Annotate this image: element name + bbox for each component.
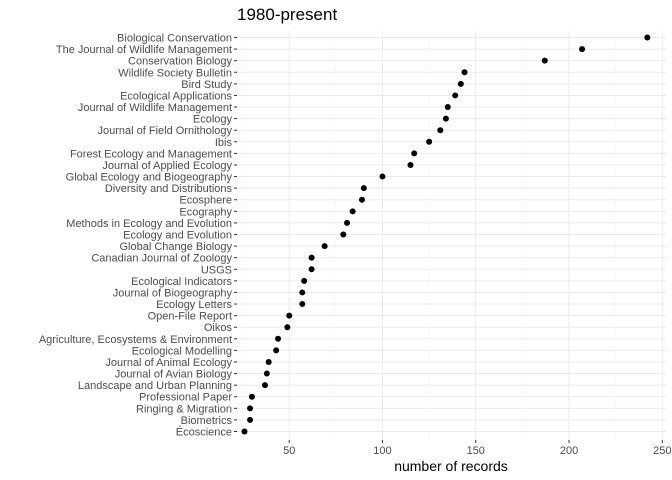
category-label: USGS: [201, 264, 232, 276]
data-point: [379, 173, 386, 180]
category-label: Biometrics: [181, 415, 233, 427]
category-label: Conservation Biology: [128, 56, 232, 68]
data-point: [452, 92, 459, 99]
data-point: [273, 347, 280, 354]
data-point: [437, 127, 444, 134]
category-label: Ecology and Evolution: [123, 230, 232, 242]
category-label: Journal of Animal Ecology: [105, 357, 232, 369]
category-label: Global Ecology and Biogeography: [66, 172, 233, 184]
x-tick-label: 200: [560, 445, 578, 457]
category-label: Ecography: [179, 206, 232, 218]
data-point: [644, 34, 651, 41]
category-label: Journal of Wildlife Management: [78, 102, 232, 114]
data-point: [241, 428, 248, 435]
data-point: [248, 393, 255, 400]
category-label: Ecosphere: [179, 195, 232, 207]
category-label: Ecology: [193, 114, 233, 126]
category-label: Landscape and Urban Planning: [78, 380, 232, 392]
data-point: [299, 289, 306, 296]
category-label: Ringing & Migration: [136, 403, 232, 415]
data-point: [261, 382, 268, 389]
category-label: Journal of Field Ornithology: [97, 125, 232, 137]
x-axis-title: number of records: [394, 458, 508, 474]
data-point: [284, 324, 291, 331]
data-point: [461, 69, 468, 76]
category-label: Journal of Biogeography: [113, 287, 233, 299]
x-tick-label: 250: [653, 445, 671, 457]
data-point: [442, 115, 449, 122]
category-label: Biological Conservation: [117, 33, 232, 45]
data-point: [301, 277, 308, 284]
data-point: [265, 358, 272, 365]
data-point: [247, 405, 254, 412]
x-axis: 50 100 150 200 250: [283, 440, 671, 457]
category-label: Ibis: [215, 137, 233, 149]
data-point: [247, 416, 254, 423]
data-point: [407, 161, 414, 168]
data-point: [411, 150, 418, 157]
category-label: The Journal of Wildlife Management: [56, 44, 232, 56]
data-point: [360, 185, 367, 192]
category-label: Ecological Applications: [120, 90, 232, 102]
category-label: Forest Ecology and Management: [70, 148, 232, 160]
category-label: Journal of Applied Ecology: [102, 160, 232, 172]
chart-title: 1980-present: [237, 5, 337, 24]
category-label: Bird Study: [181, 79, 232, 91]
data-points: [241, 34, 651, 435]
category-label: Ecological Indicators: [131, 276, 232, 288]
data-point: [541, 57, 548, 64]
category-label: Ecology Letters: [156, 299, 232, 311]
data-point: [340, 231, 347, 238]
category-label: Oikos: [204, 322, 233, 334]
data-point: [286, 312, 293, 319]
x-tick-label: 150: [467, 445, 485, 457]
category-label: Open-File Report: [148, 311, 232, 323]
data-point: [299, 301, 306, 308]
data-point: [308, 266, 315, 273]
category-label: Journal of Avian Biology: [115, 369, 233, 381]
data-point: [344, 219, 351, 226]
category-label: Global Change Biology: [119, 241, 232, 253]
data-point: [275, 335, 282, 342]
category-label: Diversity and Distributions: [105, 183, 233, 195]
grid: [237, 31, 666, 440]
category-label: Canadian Journal of Zoology: [91, 253, 232, 265]
data-point: [457, 80, 464, 87]
x-tick-label: 100: [373, 445, 391, 457]
data-point: [579, 46, 586, 53]
category-label: Professional Paper: [139, 392, 232, 404]
data-point: [358, 196, 365, 203]
x-tick-label: 50: [283, 445, 295, 457]
category-label: Wildlife Society Bulletin: [118, 67, 232, 79]
category-label: Écoscience: [176, 426, 232, 439]
category-label: Methods in Ecology and Evolution: [66, 218, 232, 230]
data-point: [349, 208, 356, 215]
plot-panel: [237, 31, 666, 440]
data-point: [444, 104, 451, 111]
data-point: [263, 370, 270, 377]
data-point: [426, 138, 433, 145]
category-label: Ecological Modelling: [132, 345, 232, 357]
data-point: [308, 254, 315, 261]
data-point: [321, 243, 328, 250]
category-label: Agriculture, Ecosystems & Environment: [39, 334, 232, 346]
